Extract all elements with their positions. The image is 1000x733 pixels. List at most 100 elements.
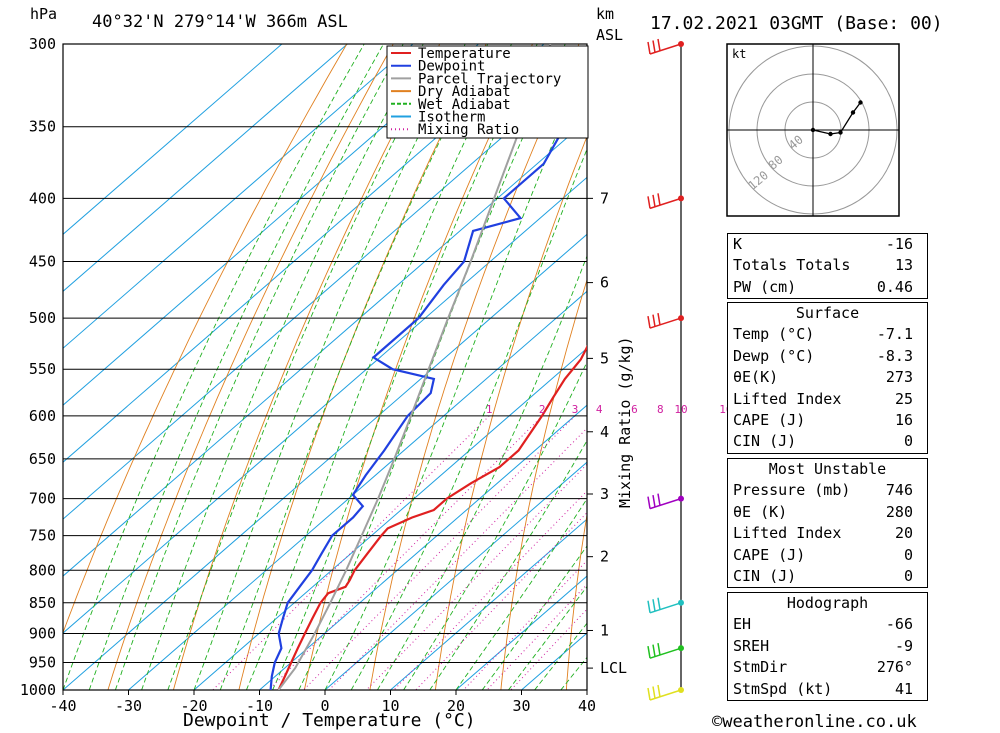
surface-title: Surface [795, 304, 860, 322]
legend-box [386, 45, 589, 139]
temperature-tick-label: 10 [381, 697, 399, 715]
wet-adiabat-line [481, 545, 587, 690]
hodograph_table-row: SREH -9 [728, 636, 927, 657]
isotherm-line [390, 518, 587, 690]
hodograph_table-value: -9 [894, 636, 913, 655]
isotherm-line [63, 44, 414, 349]
mixing-ratio-line [366, 463, 587, 690]
height-unit-km: km [596, 5, 614, 23]
mixing-ratio-label: 4 [596, 403, 603, 416]
mixing-ratio-line [328, 427, 587, 690]
isotherm-line [63, 62, 587, 520]
most-unstable-title: Most Unstable [768, 460, 887, 478]
wind-barb-icon [647, 193, 682, 210]
dry-adiabat-line [107, 44, 394, 690]
pressure-tick-label: 800 [29, 561, 56, 579]
mixing-ratio-label: 2 [539, 403, 546, 416]
hodograph_table-value: -66 [885, 615, 913, 634]
indices-row: K -16 [728, 234, 927, 255]
pressure-tick-label: 1000 [20, 681, 56, 699]
surface-label: Dewp (°C) [733, 346, 815, 365]
hodograph_table-value: 276° [876, 658, 913, 677]
wet-adiabat-line [508, 585, 587, 690]
surface-row: CAPE (J) 16 [728, 410, 927, 431]
series-temperature [277, 344, 587, 690]
wind-barb-icon [647, 597, 682, 614]
wet-adiabat-line [193, 44, 466, 690]
pressure-tick-label: 750 [29, 527, 56, 545]
legend-label: Isotherm [418, 110, 485, 126]
hodograph-point [858, 100, 863, 105]
indices-row: PW (cm) 0.46 [728, 277, 927, 298]
temperature-tick-label: 30 [512, 697, 530, 715]
hodograph-unit-label: kt [732, 47, 746, 61]
legend-label: Temperature [418, 46, 511, 62]
copyright-label: ©weatheronline.co.uk [712, 712, 917, 732]
height-tick-label: 5 [600, 349, 609, 367]
most_unstable-row: Pressure (mb) 746 [728, 480, 927, 501]
most_unstable-label: CAPE (J) [733, 545, 806, 564]
dry-adiabat-line [500, 278, 587, 690]
surface-value: -8.3 [876, 346, 913, 365]
mixing-ratio-label: 6 [631, 403, 638, 416]
hodograph-point [810, 127, 816, 133]
wet-adiabat-line [219, 44, 489, 690]
most_unstable-label: CIN (J) [733, 566, 797, 585]
mixing-ratio-line [303, 415, 576, 690]
legend-label: Dry Adiabat [418, 84, 511, 100]
location-label: 40°32'N 279°14'W 366m ASL [92, 12, 348, 32]
indices-value: 13 [894, 256, 913, 275]
height-tick-label: 1 [600, 621, 609, 639]
wet-adiabat-line [403, 360, 587, 690]
isotherm-line [455, 575, 587, 690]
temperature-tick-label: -20 [180, 697, 207, 715]
legend-label: Mixing Ratio [418, 122, 519, 138]
most_unstable-label: Pressure (mb) [733, 481, 851, 500]
temperature-tick-label: 20 [447, 697, 465, 715]
pressure-tick-label: 500 [29, 309, 56, 327]
pressure-tick-label: 450 [29, 253, 56, 271]
surface-label: CIN (J) [733, 432, 797, 451]
legend-label: Dewpoint [418, 59, 485, 75]
pressure-tick-label: 600 [29, 407, 56, 425]
pressure-tick-label: 350 [29, 118, 56, 136]
surface-row: Dewp (°C) -8.3 [728, 346, 927, 367]
indices-value: -16 [885, 235, 913, 253]
pressure-tick-label: 400 [29, 189, 56, 207]
mixing-ratio-line [463, 559, 587, 690]
most_unstable-row: CIN (J) 0 [728, 566, 927, 587]
surface-value: 16 [894, 410, 913, 429]
pressure-tick-label: 650 [29, 450, 56, 468]
height-tick-label: LCL [600, 659, 627, 677]
temperature-tick-label: 40 [578, 697, 596, 715]
pressure-tick-label: 900 [29, 624, 56, 642]
hodograph_table-row: StmSpd (kt) 41 [728, 679, 927, 700]
wind-barb-icon [647, 38, 682, 55]
isotherm-line [63, 44, 283, 236]
most_unstable-value: 746 [885, 481, 913, 500]
wet-adiabat-line [141, 44, 424, 690]
hodograph-point [828, 131, 833, 137]
indices-row: Totals Totals 13 [728, 255, 927, 276]
surface-row: CIN (J) 0 [728, 431, 927, 452]
height-tick-label: 7 [600, 189, 609, 207]
hodograph_table-label: StmSpd (kt) [733, 679, 833, 698]
hodograph_table-value: 41 [894, 679, 913, 698]
surface-value: -7.1 [876, 325, 913, 344]
temperature-tick-label: -40 [49, 697, 76, 715]
most_unstable-row: θE (K) 280 [728, 502, 927, 523]
mixing-ratio-line [212, 415, 490, 690]
mixing-ratio-line [268, 415, 543, 690]
isotherm-line [324, 461, 587, 690]
dry-adiabat-line [172, 44, 441, 690]
x-axis-title: Dewpoint / Temperature (°C) [183, 710, 476, 731]
surface-label: CAPE (J) [733, 410, 806, 429]
most-unstable-table: Most Unstable Pressure (mb) 746 θE (K) 280 L… [727, 458, 928, 589]
most_unstable-value: 280 [885, 502, 913, 521]
series-dewpoint [269, 49, 587, 690]
series-parcel-trajectory [277, 44, 552, 690]
surface-row: θE(K) 273 [728, 367, 927, 388]
pressure-tick-label: 300 [29, 35, 56, 53]
pressure-tick-label: 850 [29, 594, 56, 612]
